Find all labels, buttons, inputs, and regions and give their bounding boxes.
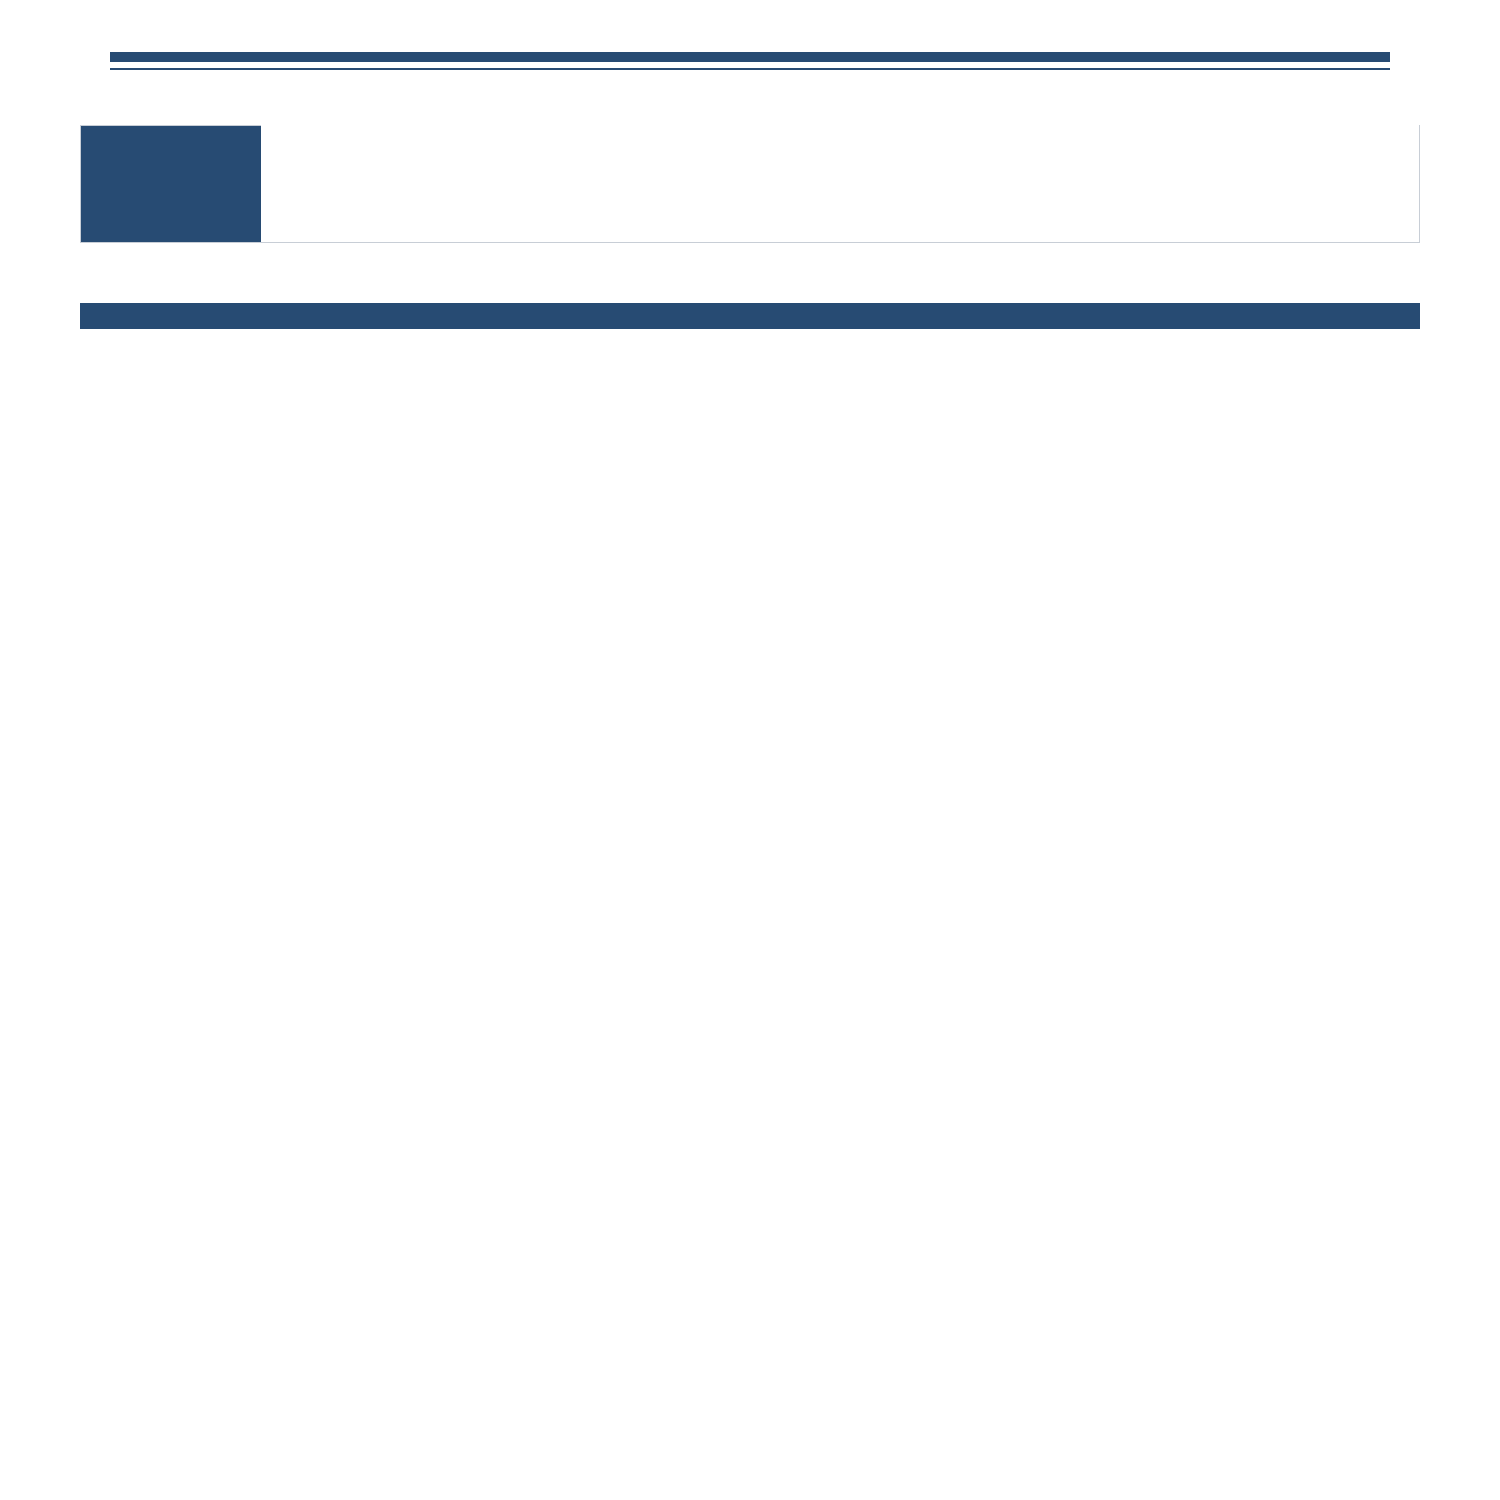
title-rule-thin [110,68,1390,70]
corner-cell [81,126,261,243]
comparison-table-wrap [80,125,1420,243]
comparison-table [80,125,1419,242]
footer-bar [80,303,1420,329]
title-rule-thick [110,52,1390,62]
table-header-row [81,126,1420,243]
